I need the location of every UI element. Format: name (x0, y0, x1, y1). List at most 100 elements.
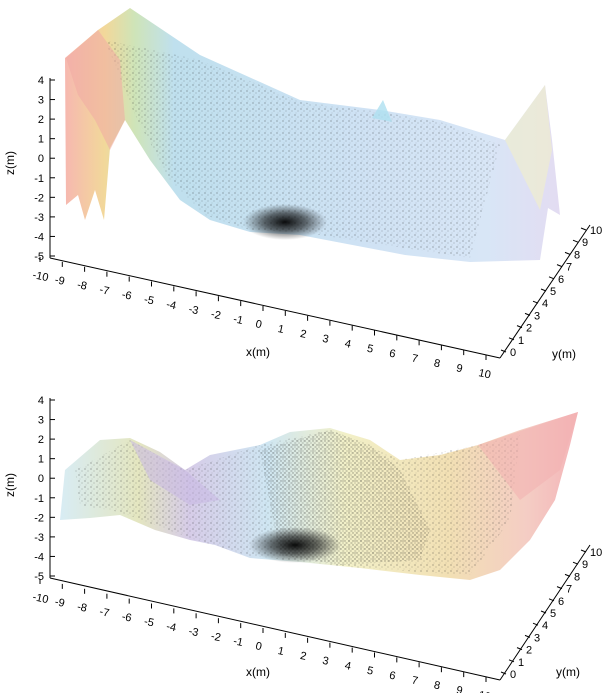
x-tick-label: -10 (31, 269, 49, 284)
top-surface-pit (243, 204, 327, 240)
y-tick-label: 8 (574, 249, 580, 261)
x-tick-label: -8 (76, 601, 88, 615)
z-tick-label: 0 (38, 473, 44, 485)
y-tick-mark (540, 288, 547, 292)
x-tick-label: 8 (433, 679, 441, 692)
bottom-z-ticks: 4 3 2 1 0 -1 -2 -3 -4 -5 (34, 395, 55, 583)
y-tick-mark (556, 264, 563, 268)
y-tick-mark (572, 561, 579, 565)
z-tick-label: 3 (38, 415, 44, 427)
x-tick-label: 5 (366, 665, 374, 678)
x-tick-label: 4 (344, 660, 352, 673)
x-tick-label: 7 (410, 674, 418, 687)
x-tick-label: 3 (321, 655, 329, 668)
x-tick-label: 9 (455, 362, 463, 375)
x-tick-label: -1 (232, 313, 244, 327)
y-tick-label: 6 (558, 596, 564, 608)
x-tick-label: 2 (299, 328, 307, 341)
z-tick-label: -1 (34, 493, 44, 505)
y-tick-label: 5 (550, 608, 556, 620)
y-tick-label: 1 (518, 335, 524, 347)
top-surface-left-peak-red (66, 30, 125, 150)
x-tick-label: 3 (321, 333, 329, 346)
z-tick-label: -2 (34, 512, 44, 524)
z-tick-label: 2 (38, 114, 44, 126)
x-tick-label: -6 (121, 289, 133, 303)
y-tick-label: 7 (566, 584, 572, 596)
y-tick-label: 8 (574, 571, 580, 583)
y-tick-mark (564, 573, 571, 577)
y-tick-label: 0 (510, 347, 516, 359)
z-tick-label: -1 (34, 173, 44, 185)
z-tick-label: 4 (38, 395, 44, 407)
x-tick-label: 0 (254, 640, 262, 653)
x-tick-label: -3 (187, 625, 199, 639)
y-tick-mark (532, 622, 539, 626)
x-tick-label: -2 (210, 630, 222, 644)
x-tick-label: 2 (299, 650, 307, 663)
x-tick-label: -9 (54, 274, 66, 288)
z-tick-label: 1 (38, 454, 44, 466)
y-tick-label: 7 (566, 262, 572, 274)
top-x-ticks: -10 -9 -8 -7 -6 -5 -4 -3 -2 -1 0 1 2 3 4 5 6 7 8 9 10 (31, 257, 492, 381)
x-tick-label: 4 (344, 338, 352, 351)
y-tick-label: 9 (582, 237, 588, 249)
y-tick-mark (516, 325, 523, 329)
y-tick-label: 6 (558, 274, 564, 286)
x-tick-label: -9 (54, 596, 66, 610)
y-tick-mark (524, 634, 531, 638)
y-tick-mark (564, 251, 571, 255)
bottom-x-axis-label: x(m) (246, 665, 270, 679)
y-tick-label: 2 (526, 645, 532, 657)
top-surface-right-spike (505, 85, 552, 210)
z-tick-label: -2 (34, 192, 44, 204)
z-tick-label: -3 (34, 212, 44, 224)
x-tick-label: -2 (210, 308, 222, 322)
y-tick-mark (500, 671, 507, 675)
x-tick-label: 1 (277, 323, 285, 336)
top-y-axis-label: y(m) (552, 347, 576, 361)
z-tick-label: 1 (38, 134, 44, 146)
x-tick-label: 6 (388, 348, 396, 361)
x-tick-label: -8 (76, 279, 88, 293)
y-tick-label: 2 (526, 323, 532, 335)
y-tick-mark (500, 349, 507, 353)
y-tick-mark (548, 276, 555, 280)
z-tick-label: -4 (34, 231, 44, 243)
top-x-axis-label: x(m) (246, 345, 270, 359)
x-tick-label: -3 (187, 303, 199, 317)
y-tick-label: 0 (510, 669, 516, 681)
y-tick-label: 4 (542, 620, 548, 632)
x-tick-label: -5 (143, 616, 155, 630)
x-tick-label: -6 (121, 611, 133, 625)
z-tick-label: -4 (34, 551, 44, 563)
x-tick-label: 8 (433, 357, 441, 370)
x-tick-label: -4 (165, 299, 177, 313)
y-tick-mark (572, 239, 579, 243)
top-surface-speckle (105, 40, 500, 258)
y-tick-mark (556, 586, 563, 590)
top-z-ticks: 4 3 2 1 0 -1 -2 -3 -4 -5 (34, 75, 55, 263)
y-tick-mark (508, 659, 515, 663)
x-tick-label: 10 (477, 367, 491, 381)
bottom-surface-right-red (478, 412, 578, 500)
x-tick-label: 10 (477, 689, 491, 693)
y-tick-mark (548, 598, 555, 602)
y-tick-mark (532, 300, 539, 304)
bottom-x-axis (49, 577, 501, 681)
x-tick-label: 5 (366, 343, 374, 356)
x-tick-label: 6 (388, 670, 396, 683)
top-x-axis (49, 257, 501, 359)
top-y-axis (499, 224, 591, 359)
x-tick-label: 9 (455, 684, 463, 693)
x-tick-label: -10 (31, 591, 49, 606)
y-tick-mark (524, 312, 531, 316)
y-tick-mark (580, 549, 587, 553)
z-tick-label: 0 (38, 153, 44, 165)
